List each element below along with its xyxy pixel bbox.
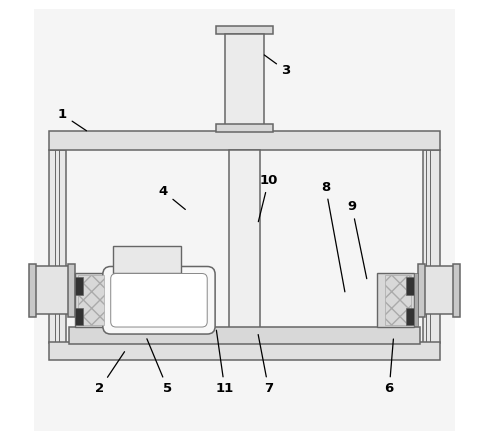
Bar	[224, 33, 264, 126]
Text: 3: 3	[264, 55, 290, 77]
FancyBboxPatch shape	[110, 274, 207, 327]
Bar	[49, 342, 439, 360]
Bar	[405, 277, 413, 294]
Bar	[68, 264, 75, 317]
Text: 2: 2	[95, 352, 124, 396]
FancyBboxPatch shape	[102, 267, 215, 334]
Bar	[75, 308, 83, 325]
Bar	[113, 246, 181, 273]
Text: 1: 1	[58, 108, 86, 131]
Text: 8: 8	[320, 180, 344, 292]
Bar	[78, 275, 104, 325]
Bar	[452, 264, 459, 317]
Text: 11: 11	[215, 330, 233, 396]
Bar	[405, 308, 413, 325]
Bar	[29, 264, 36, 317]
Text: 6: 6	[384, 339, 393, 396]
Bar	[413, 273, 417, 326]
Bar	[34, 266, 69, 314]
Bar	[75, 277, 83, 294]
Bar	[216, 124, 272, 132]
Bar	[384, 275, 410, 325]
Bar	[69, 327, 419, 344]
Bar	[376, 273, 413, 327]
Text: 10: 10	[258, 174, 277, 222]
Bar	[49, 132, 439, 150]
Bar	[422, 150, 439, 343]
Bar	[419, 266, 454, 314]
Bar	[417, 264, 424, 317]
Text: 5: 5	[146, 339, 172, 396]
Text: 4: 4	[159, 185, 185, 209]
Bar	[228, 150, 260, 342]
Bar	[75, 273, 112, 327]
Bar	[49, 150, 66, 343]
Text: 9: 9	[346, 200, 366, 279]
Text: 7: 7	[258, 334, 273, 396]
Bar	[216, 26, 272, 33]
